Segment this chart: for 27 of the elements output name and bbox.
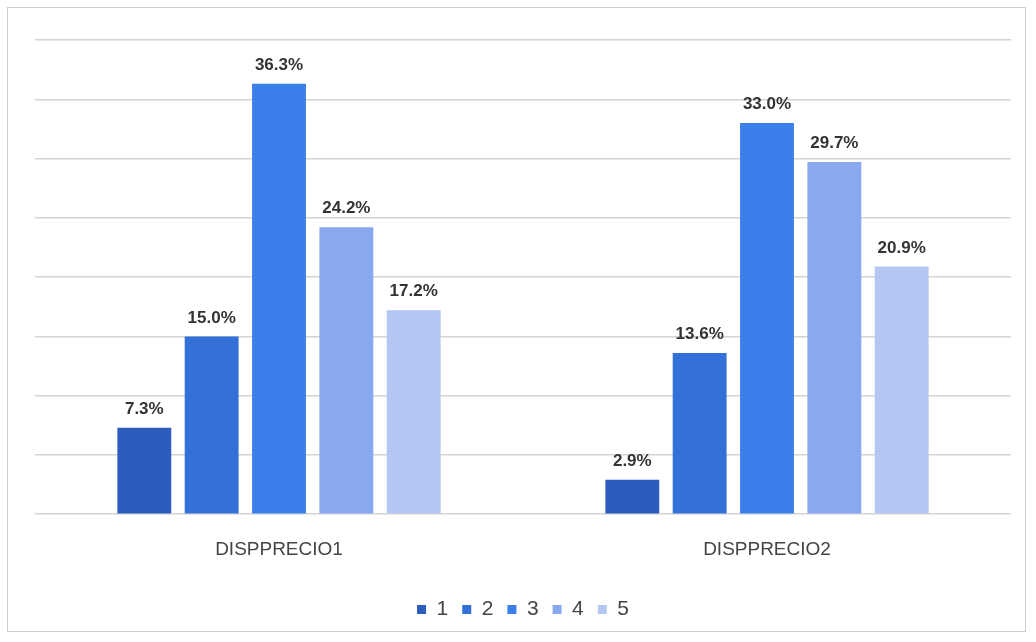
data-label: 15.0% [187, 307, 236, 327]
data-label: 17.2% [389, 281, 438, 301]
data-label: 2.9% [612, 451, 652, 471]
bar [386, 310, 441, 514]
x-tick-label: DISPPRECIO2 [703, 537, 831, 559]
bar [740, 122, 794, 514]
bar [319, 227, 374, 514]
bar [184, 336, 239, 514]
legend-label: 2 [481, 596, 494, 620]
bar [252, 83, 306, 514]
bar [605, 479, 660, 514]
data-label: 29.7% [810, 133, 859, 153]
legend-label: 4 [572, 596, 585, 620]
data-label: 13.6% [675, 324, 724, 344]
x-tick-label: DISPPRECIO1 [215, 537, 343, 559]
data-label: 36.3% [254, 55, 304, 75]
legend-label: 3 [526, 596, 539, 620]
legend-label: 1 [436, 596, 449, 620]
data-label: 33.0% [742, 94, 792, 114]
bar [807, 162, 862, 514]
legend-label: 5 [617, 596, 629, 620]
data-label: 20.9% [877, 237, 926, 257]
bar [117, 427, 172, 514]
data-label: 24.2% [322, 198, 371, 218]
bar [874, 266, 929, 514]
data-label: 7.3% [124, 398, 164, 418]
bar [672, 352, 727, 514]
